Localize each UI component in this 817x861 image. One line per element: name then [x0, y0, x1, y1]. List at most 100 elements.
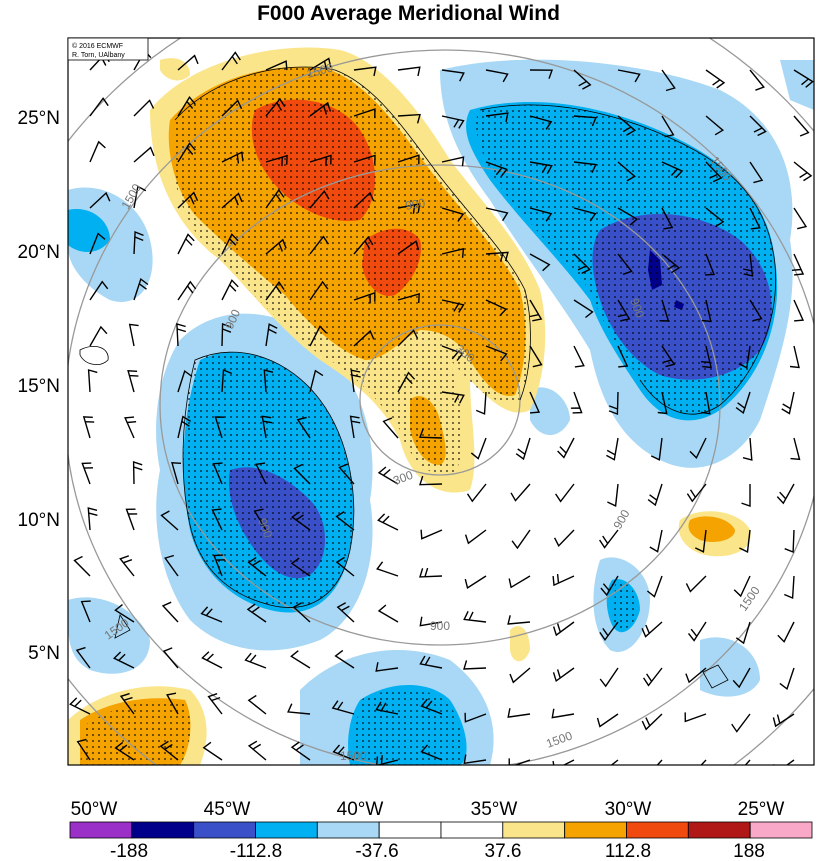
wind-barb	[529, 299, 543, 322]
wind-barb	[700, 345, 713, 369]
wind-barb	[739, 529, 751, 553]
wind-barb	[509, 667, 531, 684]
wind-barb	[177, 280, 197, 301]
y-tick-20n: 20°N	[18, 242, 60, 263]
wind-barb	[606, 437, 619, 461]
contour-label-1500-bottom: 1500	[340, 749, 367, 763]
y-tick-15n: 15°N	[18, 376, 60, 397]
wind-barb	[441, 207, 465, 222]
wind-barb	[749, 161, 764, 184]
wind-barb	[261, 415, 273, 439]
wind-barb	[485, 299, 508, 317]
contour-label-1500-n: 1500	[305, 60, 335, 81]
contour-label-300-s: 300	[391, 468, 415, 488]
colorbar-swatch	[378, 821, 442, 839]
wind-barb	[290, 741, 311, 761]
wind-barb	[309, 235, 329, 255]
wind-barb	[349, 415, 361, 439]
wind-barb	[221, 322, 232, 347]
wind-barb	[253, 508, 267, 531]
wind-barb	[309, 369, 324, 393]
wind-barb	[338, 463, 355, 485]
wind-barb	[221, 279, 239, 301]
wind-barb	[573, 345, 585, 368]
wind-barb	[334, 649, 355, 669]
wind-barb	[793, 115, 810, 137]
colorbar-swatch	[69, 821, 133, 839]
wind-barb	[162, 647, 179, 669]
wind-barb	[309, 190, 330, 209]
wind-barbs	[69, 49, 814, 765]
wind-barb	[617, 299, 631, 322]
wind-barb	[336, 602, 355, 623]
wind-barb	[749, 207, 761, 230]
wind-barb	[661, 69, 676, 92]
wind-barb	[89, 280, 109, 301]
wind-barb	[557, 437, 575, 459]
wind-barb	[507, 708, 531, 718]
wind-barb	[177, 191, 199, 209]
wind-barb	[529, 391, 541, 414]
wind-barb	[177, 95, 196, 117]
wind-barb	[353, 66, 377, 77]
wind-barb	[418, 428, 443, 439]
wind-barb	[377, 604, 399, 623]
wind-barb	[160, 510, 179, 531]
wind-barb	[790, 437, 801, 461]
wind-barb	[164, 554, 179, 577]
wind-barb	[553, 529, 575, 547]
y-tick-10n: 10°N	[18, 510, 60, 531]
colorbar-swatch	[626, 821, 689, 839]
wind-barb	[529, 115, 553, 130]
wind-barb	[552, 667, 575, 683]
wind-barb	[89, 325, 108, 347]
wind-barb	[419, 655, 443, 669]
wind-barb	[704, 253, 716, 276]
wind-barb	[599, 529, 619, 549]
wind-barb	[397, 113, 421, 124]
wind-barb	[133, 146, 155, 163]
x-tick-50w: 50°W	[71, 799, 118, 820]
wind-barb	[265, 280, 285, 301]
wind-barb	[735, 391, 751, 415]
wind-barb	[419, 567, 443, 578]
wind-barb	[441, 391, 465, 404]
wind-barb	[508, 758, 531, 765]
wind-barb	[687, 621, 707, 642]
wind-barb	[793, 161, 813, 182]
wind-barb	[290, 557, 311, 577]
wind-barb	[485, 345, 508, 362]
wind-barb	[177, 415, 191, 439]
wind-barb	[265, 154, 288, 167]
wind-barb	[661, 345, 676, 368]
wind-barb	[464, 529, 487, 545]
wind-barb	[441, 299, 465, 313]
wind-barb	[376, 561, 399, 577]
wind-barb	[508, 575, 531, 589]
wind-barb	[375, 701, 399, 715]
wind-barb	[649, 529, 663, 553]
wind-barb	[80, 600, 91, 623]
wind-barb	[732, 667, 751, 689]
wind-barb	[466, 483, 487, 503]
wind-barb	[661, 207, 674, 230]
wind-barb	[607, 483, 619, 507]
wind-barb	[441, 115, 465, 129]
colorbar-swatch	[193, 821, 256, 839]
wind-barb	[749, 69, 765, 91]
wind-barb	[353, 191, 375, 209]
wind-barb	[772, 713, 795, 728]
wind-barb	[781, 391, 795, 415]
wind-barb	[176, 323, 186, 347]
wind-barb	[89, 97, 109, 117]
wind-barb	[617, 345, 629, 368]
x-tick-30w: 30°W	[605, 799, 652, 820]
wind-barb	[599, 621, 619, 642]
wind-barb	[247, 694, 267, 715]
wind-barb	[353, 108, 376, 119]
wind-barb	[119, 692, 135, 715]
wind-barb	[200, 606, 223, 623]
wind-barb	[221, 151, 244, 164]
wind-barb	[353, 154, 376, 165]
